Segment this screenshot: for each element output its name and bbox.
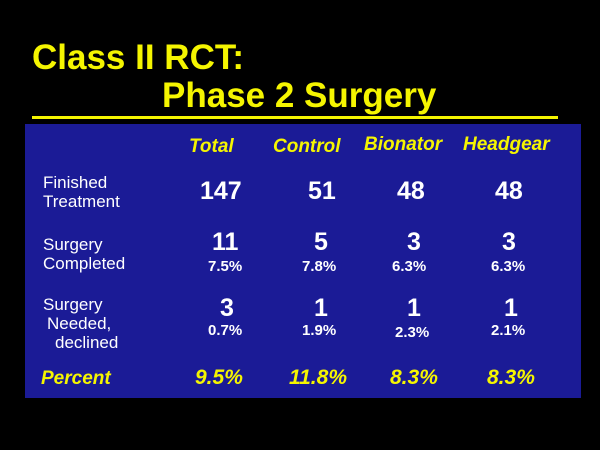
completed-bionator-pct: 6.3% bbox=[392, 258, 427, 275]
completed-control: 5 bbox=[314, 228, 328, 256]
percent-total: 9.5% bbox=[195, 366, 243, 389]
declined-headgear: 1 bbox=[504, 294, 518, 322]
finished-headgear: 48 bbox=[495, 177, 523, 205]
header-total: Total bbox=[189, 136, 234, 157]
completed-control-pct: 7.8% bbox=[302, 258, 337, 275]
finished-bionator: 48 bbox=[397, 177, 425, 205]
row-label-percent: Percent bbox=[41, 368, 111, 389]
declined-bionator-pct: 2.3% bbox=[395, 324, 430, 341]
header-bionator: Bionator bbox=[364, 134, 443, 155]
slide-title-line1: Class II RCT: bbox=[32, 38, 244, 77]
percent-bionator: 8.3% bbox=[390, 366, 438, 389]
completed-total-pct: 7.5% bbox=[208, 258, 243, 275]
header-control: Control bbox=[273, 136, 341, 157]
declined-bionator: 1 bbox=[407, 294, 421, 322]
percent-headgear: 8.3% bbox=[487, 366, 535, 389]
declined-total-pct: 0.7% bbox=[208, 322, 243, 339]
slide-title-line2: Phase 2 Surgery bbox=[162, 76, 437, 115]
completed-headgear-pct: 6.3% bbox=[491, 258, 526, 275]
title-underline bbox=[32, 116, 558, 119]
results-table: Total Control Bionator Headgear Finished… bbox=[25, 124, 581, 398]
finished-control: 51 bbox=[308, 177, 336, 205]
finished-total: 147 bbox=[200, 177, 242, 205]
declined-headgear-pct: 2.1% bbox=[491, 322, 526, 339]
row-label-declined: Surgery Needed, declined bbox=[43, 295, 119, 352]
completed-total: 11 bbox=[212, 228, 239, 256]
header-headgear: Headgear bbox=[463, 134, 550, 155]
declined-control-pct: 1.9% bbox=[302, 322, 337, 339]
row-label-completed: Surgery Completed bbox=[43, 235, 126, 273]
row-label-finished: Finished Treatment bbox=[43, 173, 120, 211]
declined-control: 1 bbox=[314, 294, 328, 322]
completed-headgear: 3 bbox=[502, 228, 516, 256]
percent-control: 11.8% bbox=[289, 366, 347, 389]
completed-bionator: 3 bbox=[407, 228, 421, 256]
declined-total: 3 bbox=[220, 294, 234, 322]
